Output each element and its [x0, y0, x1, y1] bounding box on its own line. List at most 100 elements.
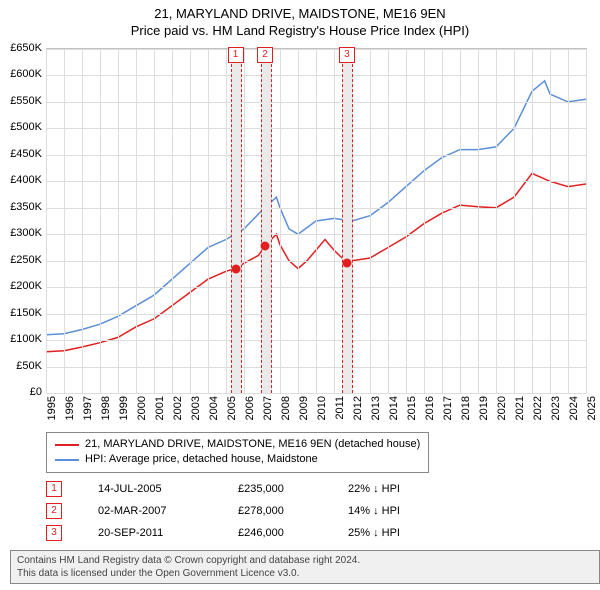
gridline-v — [190, 49, 191, 393]
gridline-v — [46, 49, 47, 393]
page-container: 21, MARYLAND DRIVE, MAIDSTONE, ME16 9EN … — [0, 0, 600, 590]
events-table: 114-JUL-2005£235,00022% ↓ HPI 2 02-MAR-200… — [46, 478, 448, 544]
y-tick-label: £350K — [10, 201, 42, 213]
gridline-v — [406, 49, 407, 393]
event-marker-label: 2 — [257, 47, 273, 63]
gridline-v — [370, 49, 371, 393]
x-tick-label: 2021 — [514, 396, 526, 420]
x-tick-label: 2012 — [352, 396, 364, 420]
gridline-v — [280, 49, 281, 393]
x-tick-label: 2020 — [496, 396, 508, 420]
y-tick-label: £300K — [10, 227, 42, 239]
event-row: 202-MAR-2007£278,00014% ↓ HPI — [46, 500, 448, 522]
x-tick-label: 1995 — [46, 396, 58, 420]
event-band — [261, 49, 272, 393]
gridline-v — [442, 49, 443, 393]
x-tick-label: 2014 — [388, 396, 400, 420]
gridline-v — [154, 49, 155, 393]
x-tick-label: 2009 — [298, 396, 310, 420]
event-row: 114-JUL-2005£235,00022% ↓ HPI — [46, 478, 448, 500]
event-price: £235,000 — [238, 483, 348, 495]
x-tick-label: 2006 — [244, 396, 256, 420]
event-number-box: 1 — [46, 481, 62, 497]
title-line-1: 21, MARYLAND DRIVE, MAIDSTONE, ME16 9EN — [0, 6, 600, 23]
x-tick-label: 2008 — [280, 396, 292, 420]
event-date: 20-SEP-2011 — [98, 527, 238, 539]
x-tick-label: 2002 — [172, 396, 184, 420]
y-tick-label: £400K — [10, 174, 42, 186]
gridline-v — [64, 49, 65, 393]
event-delta: 22% ↓ HPI — [348, 483, 448, 495]
event-delta: 14% ↓ HPI — [348, 505, 448, 517]
x-tick-label: 1997 — [82, 396, 94, 420]
footer-line-2: This data is licensed under the Open Gov… — [17, 567, 593, 580]
title-line-2: Price paid vs. HM Land Registry's House … — [0, 23, 600, 40]
y-tick-label: £500K — [10, 121, 42, 133]
y-tick-label: £600K — [10, 68, 42, 80]
x-tick-label: 2016 — [424, 396, 436, 420]
x-tick-label: 1999 — [118, 396, 130, 420]
event-marker-label: 3 — [339, 47, 355, 63]
gridline-v — [496, 49, 497, 393]
x-tick-label: 1998 — [100, 396, 112, 420]
x-tick-label: 2015 — [406, 396, 418, 420]
title-block: 21, MARYLAND DRIVE, MAIDSTONE, ME16 9EN … — [0, 0, 600, 40]
gridline-v — [586, 49, 587, 393]
gridline-v — [316, 49, 317, 393]
gridline-v — [118, 49, 119, 393]
x-tick-label: 2022 — [532, 396, 544, 420]
legend-row: 21, MARYLAND DRIVE, MAIDSTONE, ME16 9EN … — [55, 437, 420, 452]
legend-row: HPI: Average price, detached house, Maid… — [55, 452, 420, 467]
x-tick-label: 2003 — [190, 396, 202, 420]
x-axis: 1995199619971998199920002001200220032004… — [46, 392, 586, 432]
event-band — [342, 49, 353, 393]
gridline-v — [226, 49, 227, 393]
x-tick-label: 2023 — [550, 396, 562, 420]
x-tick-label: 2013 — [370, 396, 382, 420]
gridline-v — [424, 49, 425, 393]
gridline-v — [82, 49, 83, 393]
event-date: 02-MAR-2007 — [98, 505, 238, 517]
gridline-v — [208, 49, 209, 393]
y-axis: £0£50K£100K£150K£200K£250K£300K£350K£400… — [0, 48, 46, 392]
event-data-point — [342, 258, 351, 267]
gridline-v — [244, 49, 245, 393]
event-row: 320-SEP-2011£246,00025% ↓ HPI — [46, 522, 448, 544]
legend-label: 21, MARYLAND DRIVE, MAIDSTONE, ME16 9EN … — [85, 437, 420, 452]
gridline-v — [172, 49, 173, 393]
x-tick-label: 2011 — [334, 396, 346, 420]
y-tick-label: £50K — [16, 360, 42, 372]
gridline-v — [136, 49, 137, 393]
gridline-v — [532, 49, 533, 393]
chart-plot-area: 12 3 — [46, 48, 587, 393]
gridline-v — [100, 49, 101, 393]
x-tick-label: 2010 — [316, 396, 328, 420]
event-price: £246,000 — [238, 527, 348, 539]
gridline-v — [550, 49, 551, 393]
gridline-v — [460, 49, 461, 393]
event-number-box: 2 — [46, 503, 62, 519]
event-data-point — [231, 264, 240, 273]
gridline-v — [334, 49, 335, 393]
x-tick-label: 2018 — [460, 396, 472, 420]
x-tick-label: 2019 — [478, 396, 490, 420]
footer-line-1: Contains HM Land Registry data © Crown c… — [17, 554, 593, 567]
y-tick-label: £550K — [10, 95, 42, 107]
legend-label: HPI: Average price, detached house, Maid… — [85, 452, 318, 467]
event-delta: 25% ↓ HPI — [348, 527, 448, 539]
y-tick-label: £450K — [10, 148, 42, 160]
y-tick-label: £250K — [10, 254, 42, 266]
x-tick-label: 2005 — [226, 396, 238, 420]
x-tick-label: 2025 — [586, 396, 598, 420]
y-tick-label: £0 — [30, 386, 42, 398]
x-tick-label: 2024 — [568, 396, 580, 420]
legend-swatch — [55, 459, 79, 461]
x-tick-label: 2017 — [442, 396, 454, 420]
legend: 21, MARYLAND DRIVE, MAIDSTONE, ME16 9EN … — [46, 432, 429, 473]
x-tick-label: 2004 — [208, 396, 220, 420]
x-tick-label: 2000 — [136, 396, 148, 420]
event-marker-label: 1 — [228, 47, 244, 63]
legend-swatch — [55, 444, 79, 446]
y-tick-label: £150K — [10, 307, 42, 319]
gridline-v — [478, 49, 479, 393]
